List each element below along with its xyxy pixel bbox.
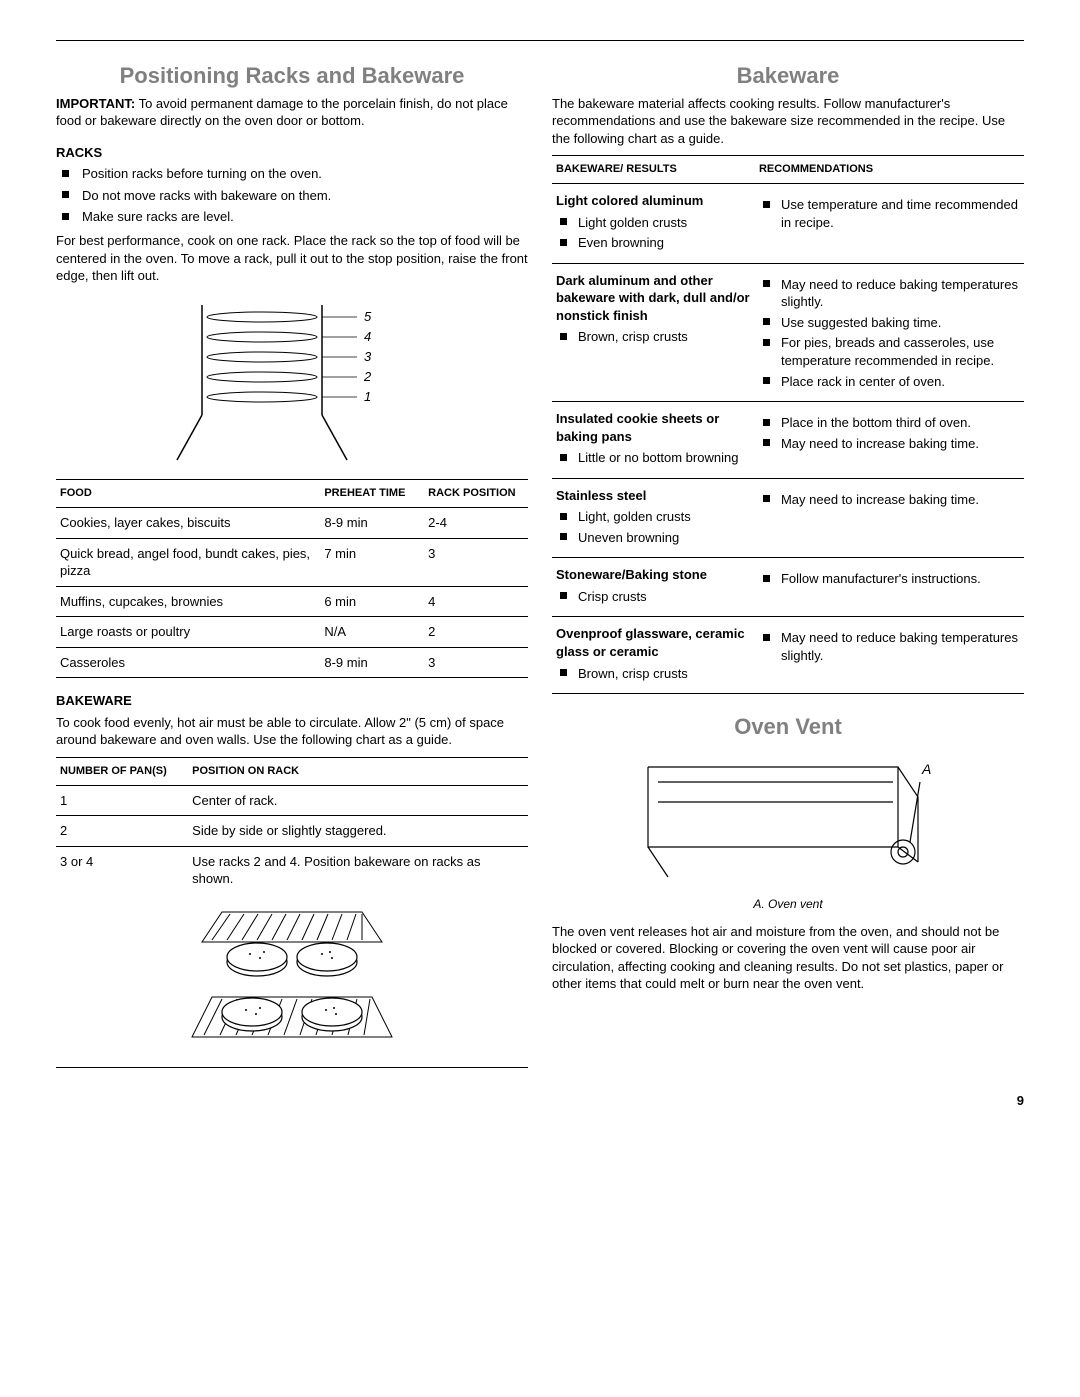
bw-rec-item: May need to reduce baking temperatures s… bbox=[759, 276, 1020, 311]
bw-results-list: Crisp crusts bbox=[556, 588, 751, 606]
bw-rec-list: Use temperature and time recommended in … bbox=[759, 196, 1020, 231]
vent-caption: A. Oven vent bbox=[552, 896, 1024, 912]
bw-material-name: Stoneware/Baking stone bbox=[556, 566, 751, 584]
vent-label-a: A bbox=[921, 761, 931, 777]
racks-paragraph: For best performance, cook on one rack. … bbox=[56, 232, 528, 285]
pan-th-pos: Position on Rack bbox=[188, 757, 528, 785]
bw-result-item: Brown, crisp crusts bbox=[556, 328, 751, 346]
table-row: Stainless steel Light, golden crusts Uneve… bbox=[552, 478, 1024, 558]
table-row: Casseroles8-9 min3 bbox=[56, 647, 528, 678]
rack-label-5: 5 bbox=[364, 309, 372, 324]
food-th-preheat: Preheat Time bbox=[320, 480, 424, 508]
bakeware-diagram-svg bbox=[182, 902, 402, 1052]
food-th-rack: Rack Position bbox=[424, 480, 528, 508]
bw-rec-item: For pies, breads and casseroles, use tem… bbox=[759, 334, 1020, 369]
rack-diagram: 5 4 3 2 1 bbox=[56, 295, 528, 470]
bw-result-item: Little or no bottom browning bbox=[556, 449, 751, 467]
page-top-rule bbox=[56, 40, 1024, 41]
bakeware-diagram bbox=[56, 902, 528, 1057]
table-row: Cookies, layer cakes, biscuits8-9 min2-4 bbox=[56, 508, 528, 539]
food-table: Food Preheat Time Rack Position Cookies,… bbox=[56, 479, 528, 678]
bw-rec-item: May need to reduce baking temperatures s… bbox=[759, 629, 1020, 664]
rack-label-1: 1 bbox=[364, 389, 371, 404]
table-row: Quick bread, angel food, bundt cakes, pi… bbox=[56, 538, 528, 586]
bakeware-paragraph: To cook food evenly, hot air must be abl… bbox=[56, 714, 528, 749]
bw-rec-list: Place in the bottom third of oven. May ne… bbox=[759, 414, 1020, 452]
bw-rec-item: Use temperature and time recommended in … bbox=[759, 196, 1020, 231]
bw-th-results: Bakeware/ Results bbox=[552, 156, 755, 184]
bw-material-name: Stainless steel bbox=[556, 487, 751, 505]
bw-rec-list: May need to reduce baking temperatures s… bbox=[759, 276, 1020, 390]
bw-rec-list: Follow manufacturer's instructions. bbox=[759, 570, 1020, 588]
bakeware-intro: The bakeware material affects cooking re… bbox=[552, 95, 1024, 148]
bw-result-item: Light, golden crusts bbox=[556, 508, 751, 526]
table-row: 1Center of rack. bbox=[56, 785, 528, 816]
bw-rec-list: May need to reduce baking temperatures s… bbox=[759, 629, 1020, 664]
bw-material-name: Ovenproof glassware, ceramic glass or ce… bbox=[556, 625, 751, 660]
important-label: IMPORTANT: bbox=[56, 96, 135, 111]
racks-bullet-list: Position racks before turning on the ove… bbox=[56, 165, 528, 226]
section-title-positioning: Positioning Racks and Bakeware bbox=[56, 61, 528, 91]
table-row: Light colored aluminum Light golden crust… bbox=[552, 184, 1024, 264]
bw-result-item: Brown, crisp crusts bbox=[556, 665, 751, 683]
bw-material-name: Insulated cookie sheets or baking pans bbox=[556, 410, 751, 445]
racks-bullet: Do not move racks with bakeware on them. bbox=[56, 187, 528, 205]
table-row: Stoneware/Baking stone Crisp crusts Follow… bbox=[552, 558, 1024, 617]
rack-diagram-svg: 5 4 3 2 1 bbox=[172, 295, 412, 465]
table-row: 3 or 4Use racks 2 and 4. Position bakewa… bbox=[56, 846, 528, 894]
rack-label-3: 3 bbox=[364, 349, 372, 364]
bw-rec-item: May need to increase baking time. bbox=[759, 435, 1020, 453]
vent-paragraph: The oven vent releases hot air and moist… bbox=[552, 923, 1024, 993]
table-row: Insulated cookie sheets or baking pans Li… bbox=[552, 402, 1024, 479]
racks-bullet: Position racks before turning on the ove… bbox=[56, 165, 528, 183]
bw-result-item: Uneven browning bbox=[556, 529, 751, 547]
pan-table: Number of Pan(s) Position on Rack 1Cente… bbox=[56, 757, 528, 894]
bw-results-list: Brown, crisp crusts bbox=[556, 665, 751, 683]
table-row: Large roasts or poultryN/A2 bbox=[56, 617, 528, 648]
bw-results-list: Brown, crisp crusts bbox=[556, 328, 751, 346]
bw-result-item: Light golden crusts bbox=[556, 214, 751, 232]
bw-results-list: Little or no bottom browning bbox=[556, 449, 751, 467]
section-title-bakeware: Bakeware bbox=[552, 61, 1024, 91]
rack-label-2: 2 bbox=[363, 369, 372, 384]
right-column: Bakeware The bakeware material affects c… bbox=[552, 61, 1024, 1068]
food-th-food: Food bbox=[56, 480, 320, 508]
oven-vent-svg: A bbox=[638, 752, 938, 882]
left-bottom-rule bbox=[56, 1067, 528, 1068]
pan-th-num: Number of Pan(s) bbox=[56, 757, 188, 785]
bw-rec-item: Follow manufacturer's instructions. bbox=[759, 570, 1020, 588]
page-number: 9 bbox=[56, 1092, 1024, 1110]
racks-bullet: Make sure racks are level. bbox=[56, 208, 528, 226]
bw-results-list: Light, golden crusts Uneven browning bbox=[556, 508, 751, 546]
bw-th-recs: Recommendations bbox=[755, 156, 1024, 184]
bw-material-name: Light colored aluminum bbox=[556, 192, 751, 210]
bw-rec-item: Place in the bottom third of oven. bbox=[759, 414, 1020, 432]
bw-results-list: Light golden crusts Even browning bbox=[556, 214, 751, 252]
rack-label-4: 4 bbox=[364, 329, 371, 344]
table-row: Muffins, cupcakes, brownies6 min4 bbox=[56, 586, 528, 617]
bw-rec-list: May need to increase baking time. bbox=[759, 491, 1020, 509]
important-paragraph: IMPORTANT: To avoid permanent damage to … bbox=[56, 95, 528, 130]
oven-vent-diagram: A bbox=[552, 752, 1024, 887]
racks-heading: Racks bbox=[56, 144, 528, 162]
bw-material-name: Dark aluminum and other bakeware with da… bbox=[556, 272, 751, 325]
bw-rec-item: Place rack in center of oven. bbox=[759, 373, 1020, 391]
bw-rec-item: May need to increase baking time. bbox=[759, 491, 1020, 509]
left-column: Positioning Racks and Bakeware IMPORTANT… bbox=[56, 61, 528, 1068]
bakeware-heading: Bakeware bbox=[56, 692, 528, 710]
table-row: Dark aluminum and other bakeware with da… bbox=[552, 263, 1024, 401]
table-row: Ovenproof glassware, ceramic glass or ce… bbox=[552, 617, 1024, 694]
section-title-oven-vent: Oven Vent bbox=[552, 712, 1024, 742]
bw-result-item: Crisp crusts bbox=[556, 588, 751, 606]
bw-rec-item: Use suggested baking time. bbox=[759, 314, 1020, 332]
table-row: 2Side by side or slightly staggered. bbox=[56, 816, 528, 847]
bw-result-item: Even browning bbox=[556, 234, 751, 252]
page-columns: Positioning Racks and Bakeware IMPORTANT… bbox=[56, 61, 1024, 1068]
bakeware-material-table: Bakeware/ Results Recommendations Light … bbox=[552, 155, 1024, 694]
